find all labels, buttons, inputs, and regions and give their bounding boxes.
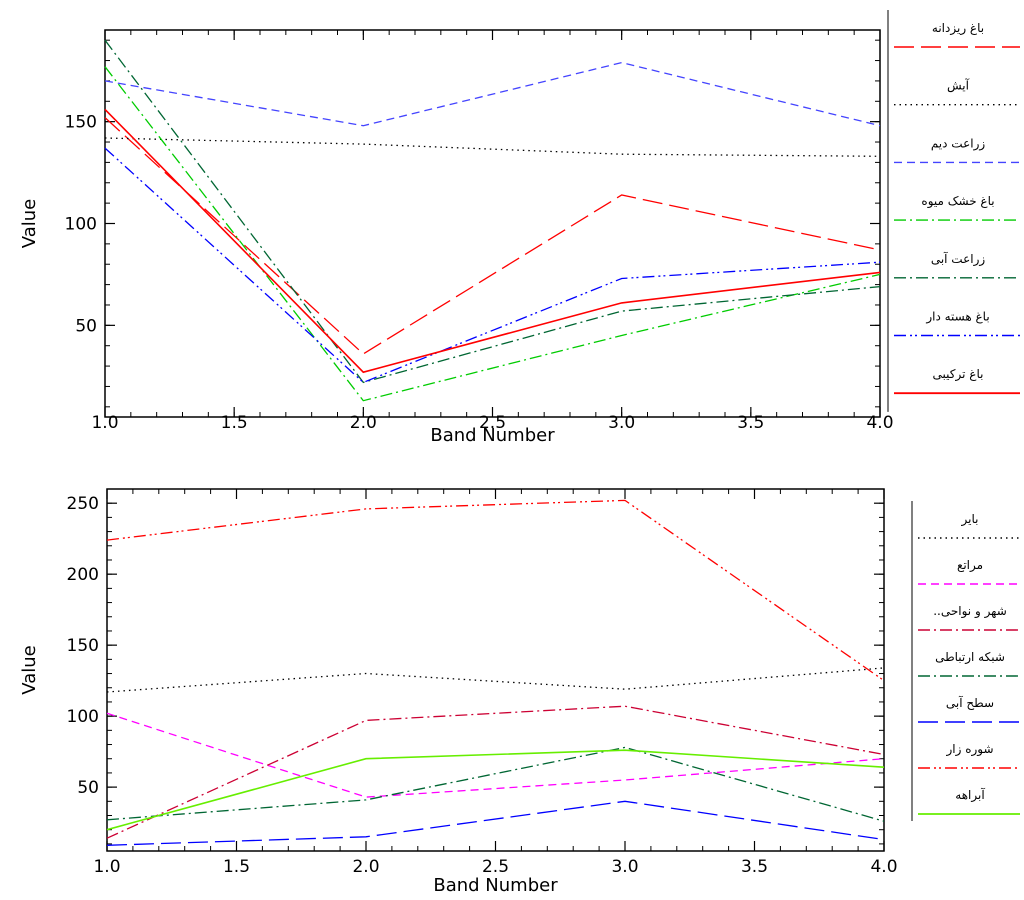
x-tick-label: 3.0 [611, 857, 638, 877]
x-tick-label: 1.5 [223, 857, 250, 877]
legend-label-6: باغ هسته دار [925, 310, 989, 325]
legend-label-5: زراعت آبی [931, 251, 986, 267]
x-tick-label: 1.0 [91, 413, 118, 433]
series-line-2 [104, 137, 881, 157]
series-line-7 [104, 108, 881, 374]
y-tick-label: 50 [75, 316, 97, 336]
legend-label-2: مراتع [957, 558, 983, 573]
y-tick-label: 150 [67, 636, 99, 656]
y-axis-title: Value [19, 199, 40, 248]
plot-frame [106, 488, 885, 852]
x-tick-label: 3.0 [608, 413, 635, 433]
x-tick-label: 3.5 [737, 413, 764, 433]
y-tick-label: 200 [67, 565, 99, 585]
y-tick-label: 150 [65, 113, 97, 133]
legend-label-7: باغ ترکیبی [933, 367, 984, 382]
x-tick-label: 1.0 [93, 857, 120, 877]
y-axis-title: Value [19, 645, 40, 694]
y-tick-label: 100 [65, 215, 97, 235]
plot-frame [104, 29, 881, 418]
series-line-3 [106, 705, 885, 839]
x-tick-label: 1.5 [221, 413, 248, 433]
series-line-5 [104, 39, 881, 384]
legend-label-3: زراعت دیم [931, 136, 986, 151]
legend-label-7: آبراهه [955, 787, 985, 803]
series-line-7 [106, 749, 885, 831]
series-line-6 [106, 499, 885, 682]
series-line-6 [104, 147, 881, 384]
legend-label-2: آیش [947, 78, 970, 94]
x-axis-title: Band Number [430, 425, 555, 446]
chart-2: 1.0 1.5 2.0 2.5 3.0 3.5 4.0 50 100 150 200 250 Band … [19, 488, 1020, 896]
legend-label-1: بایر [961, 512, 979, 527]
legend-label-6: شوره زار [945, 742, 993, 757]
legend-label-5: سطح آبی [946, 695, 994, 710]
y-tick-label: 250 [67, 494, 99, 514]
series-line-4 [104, 66, 881, 402]
legend-label-3: شهر و نواحی.. [933, 604, 1007, 619]
x-tick-label: 2.5 [479, 413, 506, 433]
series-line-2 [106, 712, 885, 798]
x-tick-label: 2.5 [482, 857, 509, 877]
x-tick-label: 3.5 [741, 857, 768, 877]
legend-label-4: باغ خشک میوه [921, 194, 994, 209]
y-tick-label: 50 [77, 778, 99, 798]
chart-1: 1.0 1.5 2.0 2.5 3.0 3.5 4.0 50 100 150 Band Number… [19, 10, 1020, 446]
x-tick-label: 2.0 [350, 413, 377, 433]
legend: بایر مراتع شهر و نواحی.. شبکه ارتباطی سطح آب… [911, 501, 1020, 821]
series-line-4 [106, 746, 885, 822]
x-tick-label: 2.0 [352, 857, 379, 877]
series-line-3 [104, 61, 881, 127]
x-tick-label: 4.0 [870, 857, 897, 877]
series-line-1 [104, 117, 881, 355]
x-axis-title: Band Number [433, 875, 558, 896]
y-tick-label: 100 [67, 707, 99, 727]
x-tick-label: 4.0 [866, 413, 893, 433]
legend: باغ ریزدانه آیش زراعت دیم باغ خشک میوه زراعت… [887, 10, 1020, 412]
series-line-5 [106, 800, 885, 846]
legend-label-4: شبکه ارتباطی [935, 650, 1005, 665]
legend-label-1: باغ ریزدانه [932, 21, 984, 36]
series-line-1 [106, 667, 885, 693]
